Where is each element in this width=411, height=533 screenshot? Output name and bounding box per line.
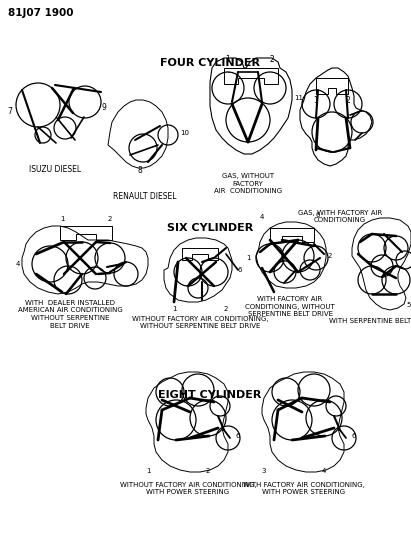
Text: EIGHT CYLINDER: EIGHT CYLINDER [158,390,262,400]
Text: WITH FACTORY AIR
CONDITIONING, WITHOUT
SERPENTINE BELT DRIVE: WITH FACTORY AIR CONDITIONING, WITHOUT S… [245,296,335,317]
Text: 4: 4 [260,214,264,220]
Text: 1: 1 [246,255,250,261]
Text: 1: 1 [146,468,150,474]
Text: 4: 4 [16,261,20,267]
Text: 6: 6 [316,212,320,218]
Text: 10: 10 [180,130,189,136]
Text: 3: 3 [262,468,266,474]
Text: 2: 2 [346,96,350,105]
Text: 1: 1 [60,216,64,222]
Text: WITH FACTORY AIR CONDITIONING,
WITH POWER STEERING: WITH FACTORY AIR CONDITIONING, WITH POWE… [243,482,365,496]
Text: 2: 2 [206,468,210,474]
Text: GAS, WITHOUT
FACTORY
AIR  CONDITIONING: GAS, WITHOUT FACTORY AIR CONDITIONING [214,173,282,194]
Text: 1: 1 [226,55,231,64]
Text: 11: 11 [295,95,303,101]
Text: 81J07 1900: 81J07 1900 [8,8,74,18]
Text: 2: 2 [270,55,275,64]
Text: 2: 2 [108,216,112,222]
Text: 1: 1 [314,96,319,105]
Text: WITHOUT FACTORY AIR CONDITIONING,
WITH POWER STEERING: WITHOUT FACTORY AIR CONDITIONING, WITH P… [120,482,256,496]
Text: WITH  DEALER INSTALLED
AMERICAN AIR CONDITIONING
WITHOUT SERPENTINE
BELT DRIVE: WITH DEALER INSTALLED AMERICAN AIR CONDI… [18,300,122,328]
Text: FOUR CYLINDER: FOUR CYLINDER [160,58,260,68]
Text: 1: 1 [172,306,176,312]
Text: 2: 2 [224,306,228,312]
Text: 8: 8 [138,166,142,175]
Text: 9: 9 [102,103,106,112]
Text: ISUZU DIESEL: ISUZU DIESEL [29,165,81,174]
Text: 5: 5 [406,302,411,308]
Text: RENAULT DIESEL: RENAULT DIESEL [113,192,177,201]
Text: WITHOUT FACTORY AIR CONDITIONING,
WITHOUT SERPENTINE BELT DRIVE: WITHOUT FACTORY AIR CONDITIONING, WITHOU… [132,316,268,329]
Text: 4: 4 [322,468,326,474]
Text: 2: 2 [328,253,332,259]
Text: SIX CYLINDER: SIX CYLINDER [167,223,253,233]
Text: GAS, WITH FACTORY AIR
CONDITIONING: GAS, WITH FACTORY AIR CONDITIONING [298,210,382,223]
Text: 6: 6 [352,433,356,439]
Text: 7: 7 [7,108,12,117]
Text: 6: 6 [238,267,242,273]
Text: WITH SERPENTINE BELT DRIVE: WITH SERPENTINE BELT DRIVE [329,318,411,324]
Text: 6: 6 [236,433,240,439]
